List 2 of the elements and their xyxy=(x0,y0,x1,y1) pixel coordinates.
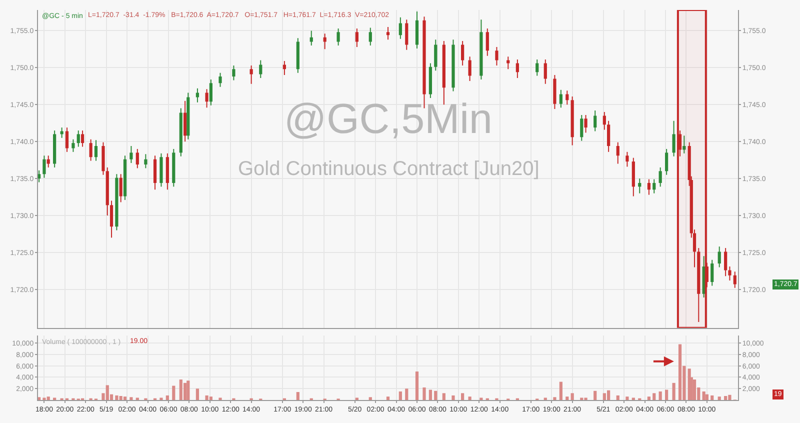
annotation: @GC,5Min xyxy=(284,95,492,142)
annotation: Gold Continuous Contract [Jun20] xyxy=(238,158,540,180)
